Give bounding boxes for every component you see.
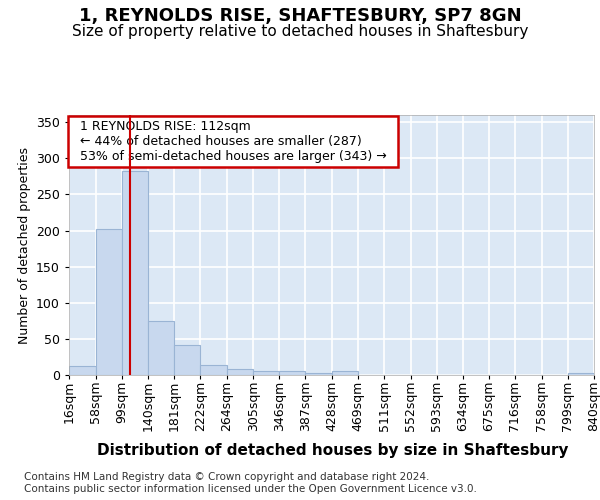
Text: Contains HM Land Registry data © Crown copyright and database right 2024.: Contains HM Land Registry data © Crown c…: [24, 472, 430, 482]
Bar: [200, 365, 227, 375]
Text: 1, REYNOLDS RISE, SHAFTESBURY, SP7 8GN: 1, REYNOLDS RISE, SHAFTESBURY, SP7 8GN: [79, 8, 521, 26]
Text: Contains public sector information licensed under the Open Government Licence v3: Contains public sector information licen…: [24, 484, 477, 494]
Bar: [568, 373, 594, 375]
Y-axis label: Number of detached properties: Number of detached properties: [17, 146, 31, 344]
Text: Size of property relative to detached houses in Shaftesbury: Size of property relative to detached ho…: [72, 24, 528, 39]
Text: Distribution of detached houses by size in Shaftesbury: Distribution of detached houses by size …: [97, 442, 569, 458]
Bar: [305, 373, 331, 375]
Bar: [227, 368, 253, 375]
Bar: [331, 372, 358, 375]
Bar: [69, 366, 96, 375]
Bar: [279, 372, 305, 375]
Text: 1 REYNOLDS RISE: 112sqm  
  ← 44% of detached houses are smaller (287)  
  53% o: 1 REYNOLDS RISE: 112sqm ← 44% of detache…: [71, 120, 394, 163]
Bar: [148, 321, 174, 375]
Bar: [174, 346, 200, 375]
Bar: [253, 370, 279, 375]
Bar: [96, 229, 122, 375]
Bar: [122, 172, 148, 375]
